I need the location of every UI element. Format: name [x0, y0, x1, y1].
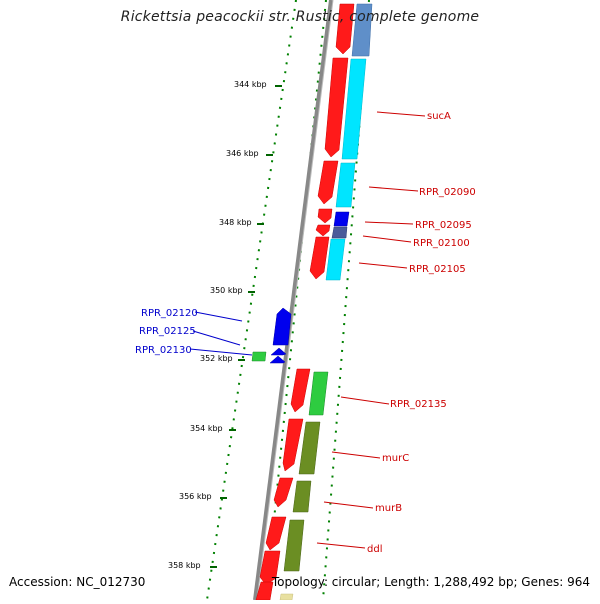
- label-connector: [189, 348, 253, 356]
- tick-label: 354 kbp: [190, 424, 223, 433]
- right-label-connectors: [316, 111, 426, 549]
- genome-backbone: [253, 0, 333, 601]
- gene-feature-forward[interactable]: [317, 208, 333, 224]
- tick-label: 358 kbp: [168, 561, 201, 570]
- gene-feature-cog[interactable]: [298, 421, 321, 475]
- tick-label: 346 kbp: [226, 149, 259, 158]
- gene-label[interactable]: RPR_02135: [390, 399, 447, 410]
- gene-feature-forward[interactable]: [335, 3, 355, 55]
- gene-label[interactable]: RPR_02125: [139, 326, 196, 337]
- label-connector: [362, 235, 412, 243]
- genome-backbone-highlight: [256, 0, 334, 601]
- label-connector: [364, 221, 414, 225]
- gene-feature-cog[interactable]: [335, 162, 356, 208]
- tick-label: 356 kbp: [179, 492, 212, 501]
- label-connector: [323, 501, 374, 509]
- tick-label: 348 kbp: [219, 218, 252, 227]
- gene-label[interactable]: RPR_02090: [419, 187, 476, 198]
- forward-cds-track: [255, 3, 355, 601]
- gene-feature-reverse[interactable]: [269, 355, 286, 364]
- label-connector: [358, 262, 408, 269]
- label-connector: [376, 111, 426, 117]
- gene-feature-cog[interactable]: [331, 226, 348, 239]
- gene-feature-cog[interactable]: [279, 593, 294, 601]
- accession-text: Accession: NC_012730: [9, 575, 146, 589]
- tick-label: 344 kbp: [234, 80, 267, 89]
- label-connector: [340, 396, 390, 405]
- gene-feature-cog[interactable]: [333, 211, 350, 227]
- gene-label[interactable]: RPR_02095: [415, 220, 472, 231]
- gene-feature-reverse[interactable]: [272, 307, 292, 346]
- gene-feature-cog[interactable]: [308, 371, 329, 416]
- outer-dotted-ring-right: [265, 0, 327, 601]
- gene-label[interactable]: sucA: [427, 111, 451, 122]
- gene-feature-forward[interactable]: [309, 236, 330, 280]
- inner-dotted-ring: [206, 0, 297, 601]
- gene-feature-forward[interactable]: [317, 160, 339, 205]
- label-connector: [368, 186, 419, 192]
- gene-feature-reverse[interactable]: [270, 347, 287, 356]
- cog-category-track: [279, 3, 373, 601]
- gene-label[interactable]: RPR_02120: [141, 308, 198, 319]
- genome-summary-text: Topology: circular; Length: 1,288,492 bp…: [271, 575, 590, 589]
- gene-label[interactable]: RPR_02130: [135, 345, 192, 356]
- gene-feature-forward[interactable]: [324, 57, 349, 158]
- genome-title: Rickettsia peacockii str. Rustic, comple…: [120, 9, 480, 25]
- gene-feature-reverse-cog[interactable]: [251, 351, 267, 362]
- gene-feature-cog[interactable]: [325, 238, 346, 281]
- tick-marks: [210, 85, 282, 568]
- tick-label: 350 kbp: [210, 286, 243, 295]
- left-label-connectors: [189, 311, 253, 356]
- gene-feature-forward[interactable]: [282, 418, 304, 472]
- gene-label[interactable]: ddl: [367, 544, 382, 555]
- gene-feature-cog[interactable]: [341, 58, 367, 160]
- tick-label: 352 kbp: [200, 354, 233, 363]
- gene-feature-forward[interactable]: [315, 224, 331, 237]
- label-connector: [331, 451, 381, 459]
- label-connector: [316, 542, 366, 549]
- gene-label[interactable]: murB: [375, 503, 402, 514]
- gene-feature-forward[interactable]: [290, 368, 311, 413]
- gene-label[interactable]: RPR_02105: [409, 264, 466, 275]
- reverse-cds-track: [251, 307, 292, 364]
- label-connector: [194, 311, 243, 322]
- gene-label[interactable]: RPR_02100: [413, 238, 470, 249]
- label-connector: [192, 330, 241, 346]
- gene-feature-forward[interactable]: [273, 477, 294, 508]
- gene-feature-cog[interactable]: [283, 519, 305, 572]
- gene-feature-forward[interactable]: [259, 550, 281, 586]
- gene-feature-cog[interactable]: [351, 3, 373, 57]
- gene-label[interactable]: murC: [382, 453, 409, 464]
- gene-feature-cog[interactable]: [292, 480, 312, 513]
- gene-feature-forward[interactable]: [265, 516, 287, 551]
